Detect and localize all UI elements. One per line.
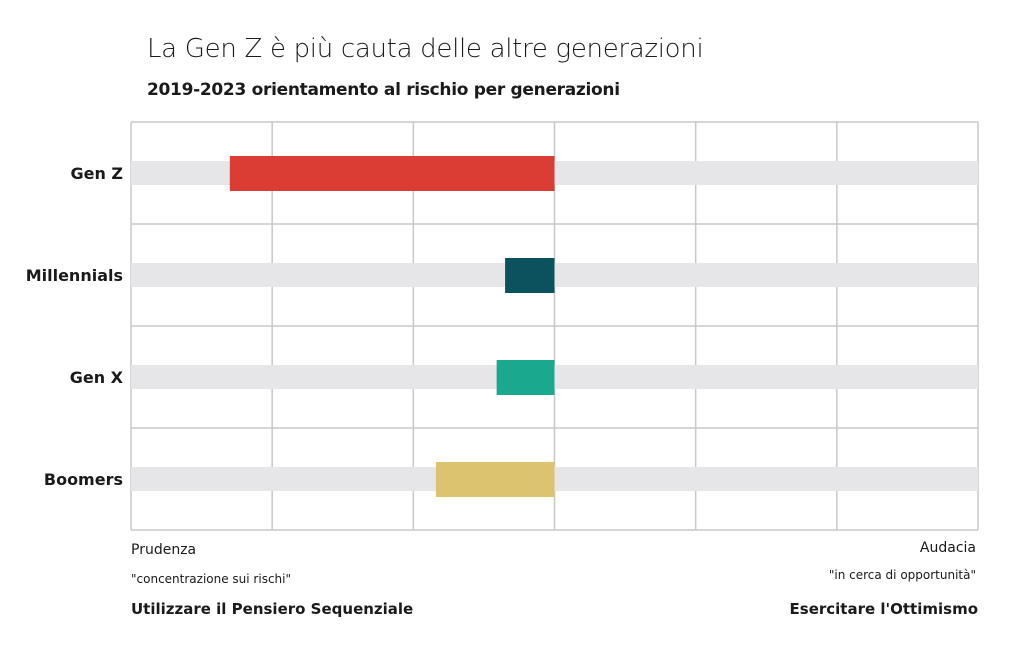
- left-axis-note: "concentrazione sui rischi": [131, 572, 292, 586]
- bar-boomers: [435, 462, 555, 497]
- left-axis-action: Utilizzare il Pensiero Sequenziale: [131, 600, 414, 618]
- bar-gen-x: [496, 360, 555, 395]
- category-label: Gen X: [70, 368, 124, 387]
- right-axis-action: Esercitare l'Ottimismo: [789, 600, 978, 618]
- left-axis-title: Prudenza: [131, 542, 197, 558]
- right-axis-note: "in cerca di opportunità": [828, 568, 976, 582]
- chart-title: La Gen Z è più cauta delle altre generaz…: [147, 34, 704, 64]
- category-label: Boomers: [44, 470, 123, 489]
- bar-millennials: [505, 258, 555, 293]
- right-axis-title: Audacia: [919, 540, 976, 556]
- category-label: Millennials: [26, 266, 123, 285]
- category-label: Gen Z: [70, 164, 123, 183]
- chart-subtitle: 2019-2023 orientamento al rischio per ge…: [147, 80, 620, 100]
- bar-gen-z: [229, 156, 555, 191]
